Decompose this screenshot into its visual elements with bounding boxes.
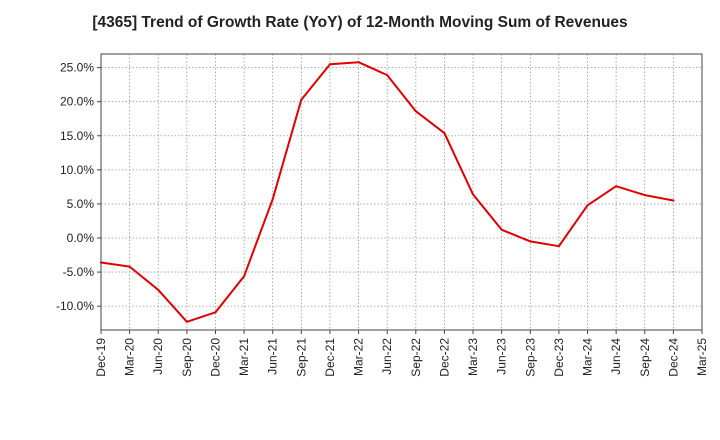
data-point (414, 110, 417, 113)
y-tick-label: 5.0% (67, 197, 95, 211)
y-tick-label: -10.0% (56, 299, 94, 313)
data-point (557, 245, 560, 248)
data-point (500, 228, 503, 231)
y-tick-label: 15.0% (60, 129, 94, 143)
y-tick-label: 10.0% (60, 163, 94, 177)
x-tick-label: Dec-20 (208, 338, 222, 377)
data-point (672, 199, 675, 202)
x-tick-label: Sep-24 (638, 338, 652, 377)
x-tick-label: Jun-21 (266, 338, 280, 375)
x-tick-label: Mar-20 (123, 338, 137, 376)
data-point (185, 320, 188, 323)
x-tick-label: Jun-22 (380, 338, 394, 375)
y-tick-label: -5.0% (63, 265, 95, 279)
data-point (529, 240, 532, 243)
x-tick-label: Jun-20 (151, 338, 165, 375)
data-point (300, 98, 303, 101)
grid-lines (97, 54, 703, 334)
y-tick-label: 20.0% (60, 95, 94, 109)
x-tick-label: Sep-23 (523, 338, 537, 377)
data-point (157, 288, 160, 291)
data-point (329, 63, 331, 66)
x-tick-label: Dec-21 (323, 338, 337, 377)
x-tick-label: Dec-22 (437, 338, 451, 377)
data-point (357, 61, 360, 64)
data-point (586, 204, 589, 207)
x-tick-label: Mar-25 (695, 338, 709, 376)
data-point (386, 74, 389, 77)
y-tick-label: 0.0% (67, 231, 95, 245)
data-point (214, 311, 217, 314)
x-tick-label: Jun-23 (495, 338, 509, 375)
chart-title: [4365] Trend of Growth Rate (YoY) of 12-… (92, 14, 628, 31)
data-point (243, 275, 246, 278)
data-point (271, 198, 274, 201)
x-tick-label: Sep-20 (180, 338, 194, 377)
x-tick-label: Jun-24 (609, 338, 623, 375)
x-tick-label: Dec-23 (552, 338, 566, 377)
y-tick-labels: -10.0% -5.0% 0.0% 5.0% 10.0% 15.0% 20.0% 25.0% (56, 61, 94, 314)
x-tick-label: Dec-19 (94, 338, 108, 377)
x-tick-label: Dec-24 (666, 338, 680, 377)
x-tick-label: Mar-23 (466, 338, 480, 376)
x-tick-label: Sep-22 (409, 338, 423, 377)
x-tick-label: Mar-24 (581, 338, 595, 376)
x-tick-label: Mar-21 (237, 338, 251, 376)
series-layer (100, 61, 675, 323)
data-point (472, 193, 474, 196)
y-tick-label: 25.0% (60, 61, 94, 75)
x-tick-label: Mar-22 (352, 338, 366, 376)
data-point (128, 265, 131, 268)
data-point (443, 132, 446, 135)
x-tick-label: Sep-21 (294, 338, 308, 377)
plot-area (101, 54, 702, 330)
x-tick-labels: Dec-19 Mar-20 Jun-20 Sep-20 Dec-20 Mar-21 Jun-… (94, 338, 709, 377)
data-point (643, 194, 646, 197)
data-point (615, 185, 618, 188)
plot-border (100, 53, 703, 331)
